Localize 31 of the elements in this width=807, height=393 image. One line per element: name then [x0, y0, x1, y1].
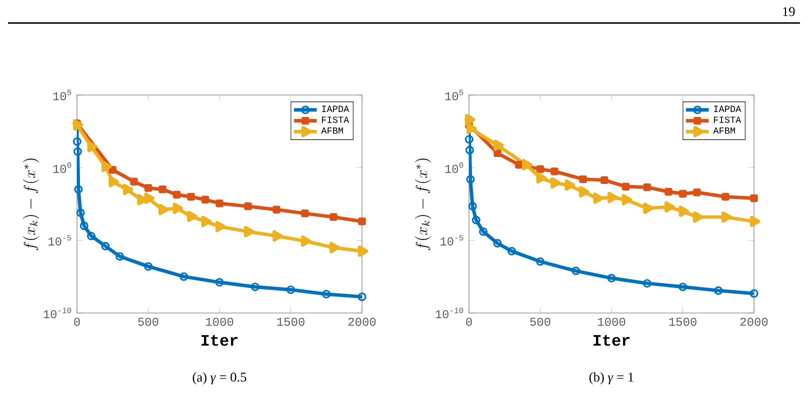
y-tick-label: 10$^{-10}$: [436, 308, 464, 318]
text: 19: [783, 7, 795, 16]
x-tick-label: 2000: [740, 318, 768, 326]
legend-label: AFBM: [713, 128, 735, 134]
y-tick-label: 10$^{-5}$: [440, 235, 464, 246]
y-tick-label: 10$^{0}$: [445, 162, 464, 173]
y-tick-label: 10$^{-5}$: [48, 235, 72, 246]
y-axis-title: $f(x_k) - f(x^*)$: [415, 158, 432, 250]
y-axis-title: $f(x_k) - f(x^*)$: [22, 158, 40, 250]
x-tick-label: 0: [466, 318, 472, 326]
legend-label: IAPDA: [714, 106, 742, 112]
x-axis-title: Iter: [594, 335, 630, 346]
x-tick-label: 2000: [348, 318, 376, 326]
y-tick-label: 10$^{5}$: [53, 90, 72, 100]
y-tick-label: 10$^{-10}$: [44, 308, 72, 318]
x-tick-label: 500: [530, 318, 550, 326]
legend-label: FISTA: [322, 116, 350, 123]
x-tick-label: 500: [138, 318, 158, 326]
legend-label: FISTA: [714, 116, 742, 123]
legend-label: AFBM: [321, 128, 343, 134]
legend-label: IAPDA: [322, 106, 350, 112]
x-axis-title: Iter: [202, 335, 238, 346]
text: (a) γ = 0.5: [192, 372, 246, 384]
x-tick-label: 1000: [206, 318, 234, 326]
x-tick-label: 1500: [669, 318, 696, 326]
x-tick-label: 1500: [277, 318, 304, 326]
text: (b) γ = 1: [589, 372, 634, 384]
y-tick-label: 10$^{5}$: [445, 90, 464, 100]
x-tick-label: 0: [74, 318, 80, 326]
y-tick-label: 10$^{0}$: [53, 162, 72, 173]
x-tick-label: 1000: [598, 318, 626, 326]
